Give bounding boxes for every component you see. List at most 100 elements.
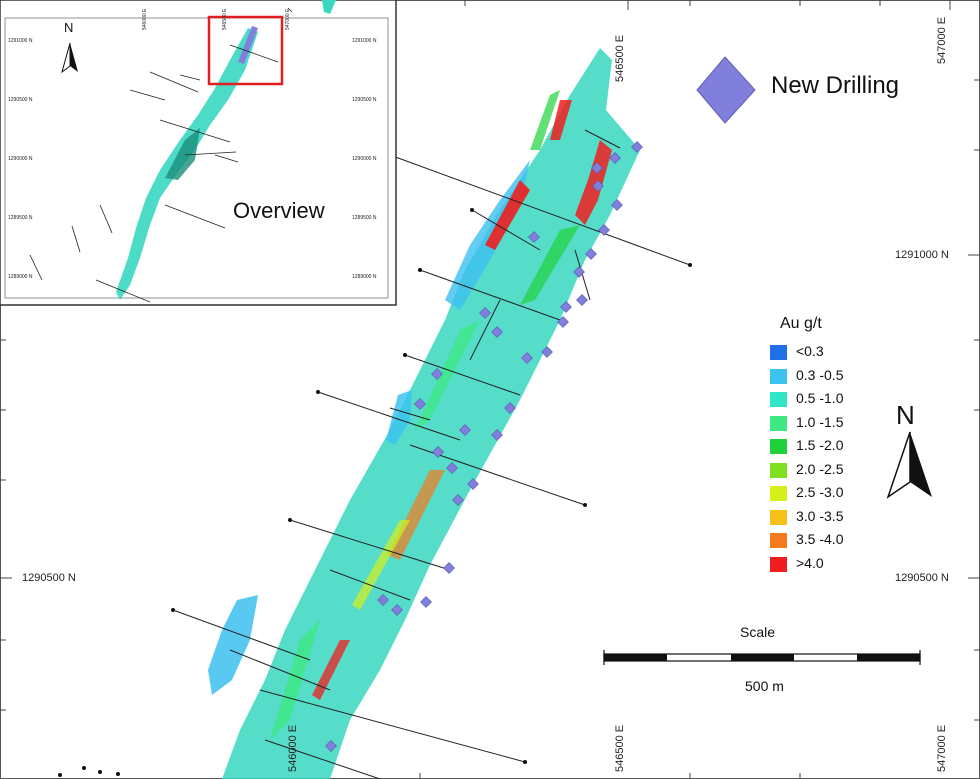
ore-green-band-2 <box>415 320 480 430</box>
new-drilling-marker <box>611 199 623 211</box>
new-drilling-marker <box>598 224 610 236</box>
new-drilling-marker <box>459 424 471 436</box>
new-drilling-marker <box>528 231 540 243</box>
new-drilling-marker <box>431 368 443 380</box>
new-drilling-marker <box>491 326 503 338</box>
new-drilling-marker <box>585 248 597 260</box>
inset-coord-left-3: 1289500 N <box>8 215 33 221</box>
new-drilling-marker <box>446 462 458 474</box>
drill-collars <box>58 153 692 777</box>
inset-coord-right-2: 1290000 N <box>352 156 377 162</box>
overview-title: Overview <box>233 198 325 223</box>
coord-bottom-547000e: 547000 E <box>936 724 948 772</box>
scale-value: 500 m <box>745 678 784 694</box>
legend-label: 3.5 -4.0 <box>796 531 844 547</box>
ore-small-lens <box>386 390 412 445</box>
ore-mid-grade-1 <box>530 90 560 150</box>
legend-swatch <box>770 368 787 384</box>
new-drilling-marker <box>591 162 603 174</box>
legend-swatch <box>770 486 787 501</box>
inset-coord-right-4: 1289000 N <box>352 274 377 280</box>
ore-high-grade-2 <box>485 180 530 250</box>
ore-top-tip <box>322 0 336 14</box>
legend-swatch <box>770 415 787 431</box>
legend-label: 1.0 -1.5 <box>796 413 844 430</box>
new-drilling-marker <box>573 266 585 278</box>
coord-right-1290500n: 1290500 N <box>895 572 949 584</box>
new-drilling-marker <box>467 478 479 490</box>
scale-title: Scale <box>740 624 776 640</box>
legend-label: <0.3 <box>796 343 824 359</box>
inset-coord-top-1: 546500 E <box>222 8 228 30</box>
ore-high-grade-3 <box>550 100 572 140</box>
new-drilling-label: New Drilling <box>771 72 900 99</box>
ore-green-band-3 <box>520 225 580 305</box>
overview-ore-body <box>116 28 258 300</box>
new-drilling-marker <box>576 294 588 306</box>
new-drilling-marker <box>420 596 432 608</box>
inset-coord-left-1: 1290500 N <box>8 97 33 103</box>
inset-coord-right-0: 1291000 N <box>352 38 377 44</box>
ore-body <box>208 48 640 779</box>
inset-coord-left-0: 1291000 N <box>8 38 33 44</box>
new-drilling-marker <box>432 446 444 458</box>
new-drilling-markers <box>325 141 643 752</box>
north-label: N <box>896 400 915 430</box>
new-drilling-marker <box>491 429 503 441</box>
new-drilling-marker <box>391 604 403 616</box>
new-drilling-marker <box>592 180 604 192</box>
overview-north-label: N <box>64 20 74 35</box>
legend-swatch <box>770 462 787 478</box>
new-drilling-marker <box>377 594 389 606</box>
overview-inset <box>0 0 397 306</box>
north-arrow <box>886 431 932 499</box>
new-drilling-marker <box>443 562 455 574</box>
new-drilling-marker <box>452 494 464 506</box>
legend-swatch <box>770 439 787 454</box>
inset-coord-left-4: 1289000 N <box>8 274 33 280</box>
coord-bottom-546500e: 546500 E <box>614 724 626 772</box>
legend-swatch <box>770 345 787 360</box>
legend-swatch <box>770 533 787 548</box>
ore-mid-grade-2 <box>388 470 445 560</box>
new-drilling-marker <box>557 316 569 328</box>
overview-ore-core <box>165 128 200 180</box>
scale-bar <box>603 650 921 665</box>
legend-label: 1.5 -2.0 <box>796 437 844 453</box>
overview-highlight-box <box>207 15 284 86</box>
inset-coord-right-3: 1289500 N <box>352 215 377 221</box>
legend-label: >4.0 <box>796 554 824 571</box>
coord-top-546500e: 546500 E <box>614 34 626 82</box>
new-drilling-marker <box>521 352 533 364</box>
ore-mid-grade-3 <box>312 640 350 700</box>
new-drilling-marker <box>504 402 516 414</box>
new-drilling-marker <box>609 152 621 164</box>
overview-drill-traces <box>29 7 293 303</box>
legend-label: 2.0 -2.5 <box>796 460 844 477</box>
legend-swatch <box>770 509 787 525</box>
coord-bottom-546000e: 546000 E <box>287 724 299 772</box>
coord-left-1290500n: 1290500 N <box>22 572 76 584</box>
legend-label: 3.0 -3.5 <box>796 507 844 524</box>
ore-high-grade-1 <box>575 140 612 225</box>
inset-coord-top-2: 547000 E <box>285 8 291 30</box>
ore-low-grade <box>445 160 530 310</box>
ore-west-lens <box>208 595 258 695</box>
inset-coord-right-1: 1290500 N <box>352 97 377 103</box>
inset-coord-top-0: 546000 E <box>142 8 148 30</box>
legend-label: 0.3 -0.5 <box>796 366 844 383</box>
new-drilling-marker <box>541 346 553 358</box>
legend-title: Au g/t <box>780 315 822 332</box>
new-drilling-marker <box>325 740 337 752</box>
legend-label: 0.5 -1.0 <box>796 390 844 406</box>
new-drilling-marker <box>631 141 643 153</box>
new-drilling-legend-symbol <box>696 56 756 124</box>
legend-swatch <box>770 556 787 572</box>
new-drilling-marker <box>414 398 426 410</box>
coord-top-547000e: 547000 E <box>936 16 948 64</box>
inset-coord-left-2: 1290000 N <box>8 156 33 162</box>
legend-label: 2.5 -3.0 <box>796 484 844 500</box>
